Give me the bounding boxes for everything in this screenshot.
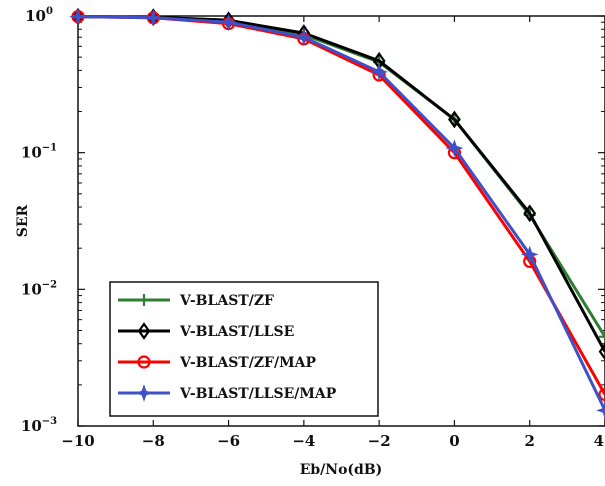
data-point	[448, 110, 461, 129]
x-tick-label: −10	[61, 432, 94, 450]
legend-label: V-BLAST/ZF	[179, 293, 274, 309]
data-point	[144, 8, 163, 27]
data-point	[370, 63, 388, 81]
data-point	[219, 13, 238, 32]
legend-marker	[137, 355, 151, 369]
legend: V-BLAST/ZF V-BLAST/LLSE V-BLAST/ZF/MAP V-BL…	[109, 281, 379, 417]
y-tick-label: 10−1	[21, 143, 57, 162]
series-layer	[69, 7, 605, 420]
series-v-blast-llse-map	[69, 7, 605, 420]
series-line	[77, 15, 605, 412]
legend-marker	[137, 322, 151, 340]
data-point	[598, 342, 605, 361]
data-point	[69, 7, 87, 26]
x-axis-label: Eb/No(dB)	[300, 462, 383, 478]
y-tick-label: 100	[25, 6, 53, 25]
x-tick-label: 4	[594, 432, 604, 450]
x-tick-label: −2	[368, 432, 391, 450]
axis-ticks: −10 −8 −6 −4 −2 0 2 4 100 10−1 10−2 10−3	[21, 6, 605, 450]
data-point	[445, 139, 464, 157]
x-tick-label: −6	[217, 432, 240, 450]
x-tick-label: 2	[524, 432, 534, 450]
data-point	[523, 204, 537, 223]
legend-label: V-BLAST/LLSE/MAP	[179, 386, 337, 402]
x-tick-label: −8	[142, 432, 165, 450]
data-point	[596, 401, 605, 420]
legend-label: V-BLAST/LLSE	[179, 324, 294, 340]
y-tick-label: 10−2	[21, 279, 57, 298]
x-tick-label: 0	[449, 432, 459, 450]
x-tick-label: −4	[292, 432, 315, 450]
data-point	[295, 28, 313, 47]
legend-marker	[138, 294, 150, 306]
y-tick-label: 10−3	[21, 416, 57, 435]
legend-label: V-BLAST/ZF/MAP	[179, 355, 316, 371]
legend-marker	[135, 384, 153, 402]
data-point	[598, 387, 605, 402]
y-axis-label: SER	[15, 204, 31, 237]
data-point	[520, 245, 539, 264]
data-point	[599, 330, 605, 343]
